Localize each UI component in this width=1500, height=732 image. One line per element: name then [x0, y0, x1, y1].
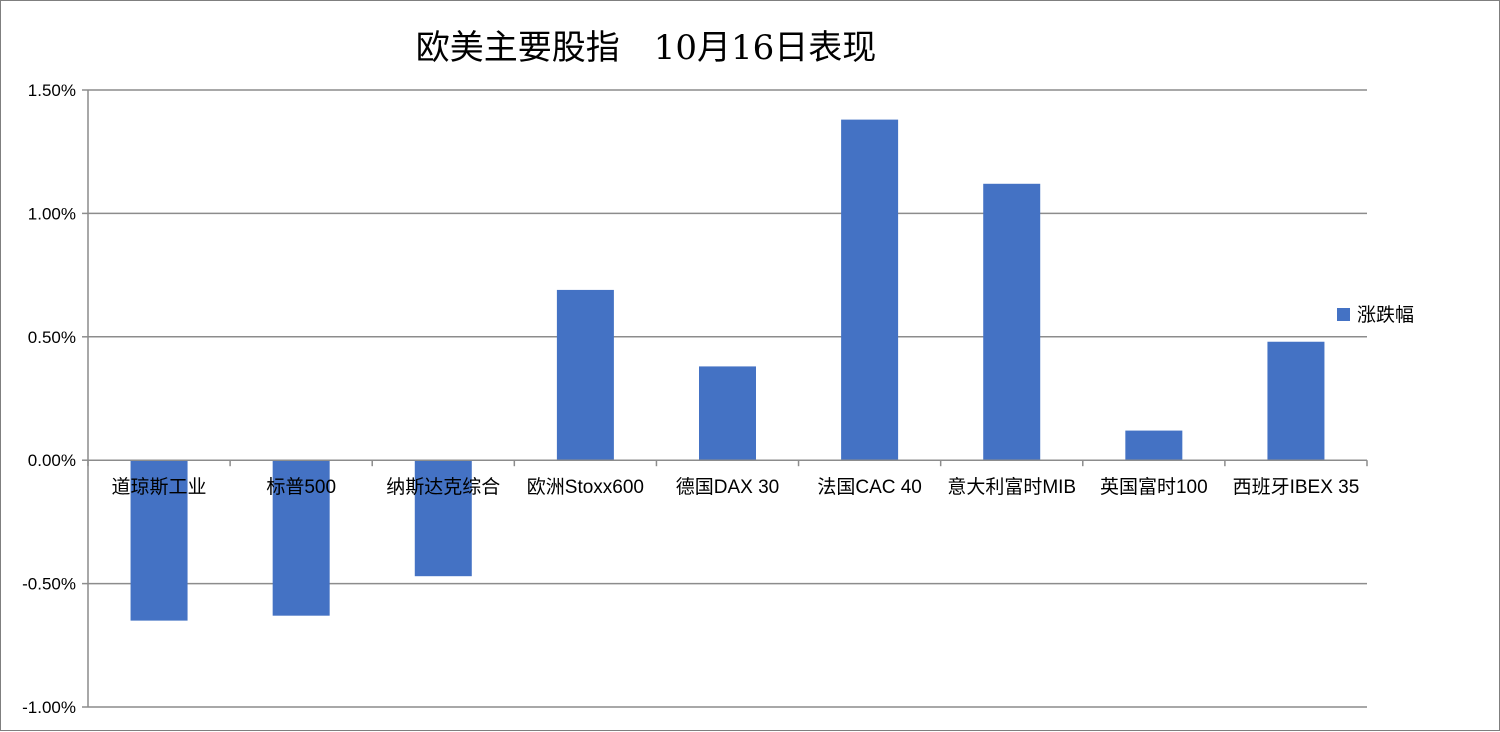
bar	[983, 183, 1041, 461]
y-tick-label: 1.50%	[28, 81, 76, 100]
y-tick-label: -0.50%	[22, 575, 76, 594]
bar	[1125, 430, 1183, 461]
legend-label: 涨跌幅	[1357, 304, 1414, 326]
category-labels: 道琼斯工业 标普500 纳斯达克综合 欧洲Stoxx600 德国DAX 30 法国CAC …	[112, 476, 1360, 498]
bar	[272, 460, 330, 616]
bar	[841, 119, 899, 461]
bar	[130, 460, 188, 621]
category-label: 西班牙IBEX 35	[1233, 476, 1360, 498]
grid-lines	[82, 89, 1367, 708]
bar	[1267, 341, 1325, 461]
category-label: 纳斯达克综合	[386, 476, 500, 498]
legend-swatch	[1337, 308, 1350, 321]
y-tick-labels: 1.50% 1.00% 0.50% 0.00% -0.50% -1.00%	[22, 81, 76, 717]
y-tick-label: -1.00%	[22, 698, 76, 717]
category-label: 英国富时100	[1100, 476, 1208, 498]
category-label: 法国CAC 40	[817, 476, 922, 498]
y-tick-label: 0.50%	[28, 328, 76, 347]
category-label: 欧洲Stoxx600	[527, 476, 644, 498]
y-tick-label: 0.00%	[28, 451, 76, 470]
bar	[414, 460, 472, 577]
bars	[130, 119, 1325, 621]
category-label: 道琼斯工业	[112, 476, 207, 498]
axes	[87, 90, 1368, 707]
bar	[699, 366, 756, 461]
category-label: 意大利富时MIB	[947, 476, 1076, 498]
category-label: 德国DAX 30	[676, 476, 779, 498]
y-tick-label: 1.00%	[28, 204, 76, 223]
category-label: 标普500	[266, 476, 336, 498]
bar	[556, 289, 614, 461]
legend: 涨跌幅	[1337, 304, 1414, 326]
chart-title: 欧美主要股指 10月16日表现	[416, 28, 877, 68]
